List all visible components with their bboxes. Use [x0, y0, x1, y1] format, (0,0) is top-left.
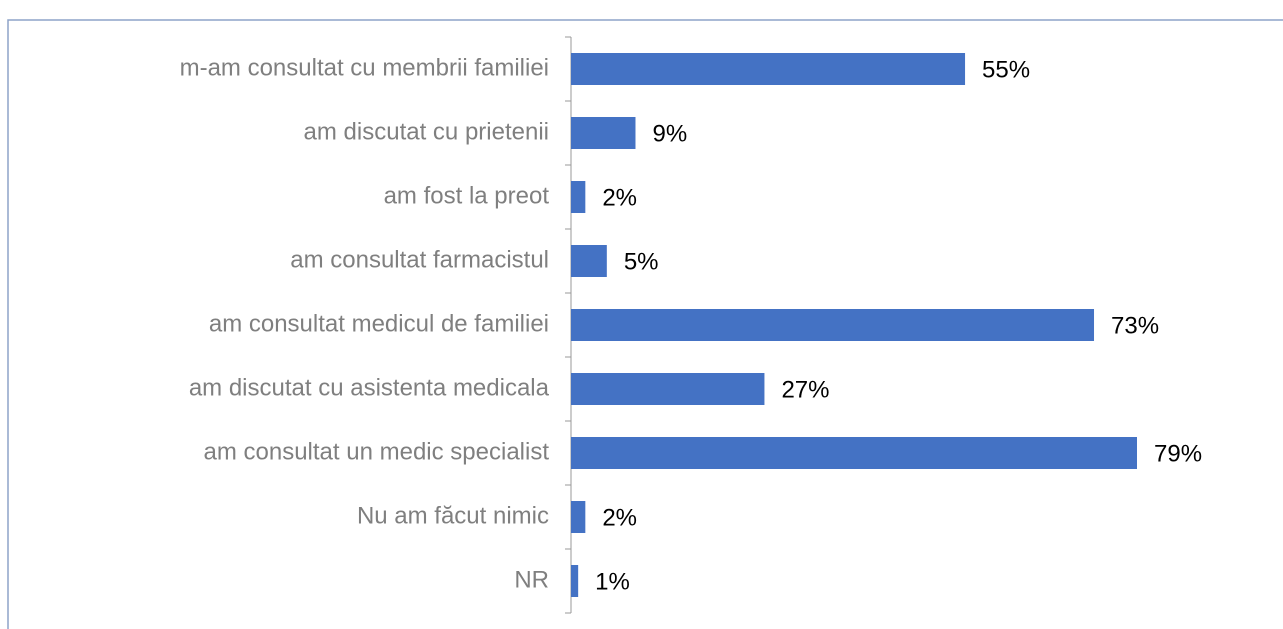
y-tick-label: Nu am făcut nimic	[357, 502, 549, 529]
bar	[571, 373, 765, 405]
bar	[571, 181, 586, 213]
data-label: 79%	[1154, 440, 1202, 467]
bar	[571, 245, 607, 277]
bar	[571, 117, 636, 149]
y-tick-label: am fost la preot	[384, 182, 550, 209]
y-tick-label: am consultat un medic specialist	[204, 438, 550, 465]
data-label: 27%	[781, 376, 829, 403]
data-label: 55%	[982, 56, 1030, 83]
bar	[571, 501, 586, 533]
y-tick-label: m-am consultat cu membrii familiei	[180, 54, 549, 81]
y-tick-label: am discutat cu asistenta medicala	[189, 374, 550, 401]
y-tick-label: NR	[514, 566, 549, 593]
bar	[571, 437, 1137, 469]
y-tick-label: am discutat cu prietenii	[304, 118, 549, 145]
bar	[571, 565, 579, 597]
data-label: 2%	[602, 184, 637, 211]
bar	[571, 309, 1095, 341]
bar	[571, 53, 966, 85]
data-label: 73%	[1111, 312, 1159, 339]
data-label: 9%	[652, 120, 687, 147]
y-tick-label: am consultat farmacistul	[290, 246, 549, 273]
frame	[7, 19, 1283, 629]
data-label: 5%	[624, 248, 659, 275]
data-label: 2%	[602, 504, 637, 531]
y-tick-label: am consultat medicul de familiei	[209, 310, 549, 337]
data-label: 1%	[595, 568, 630, 595]
